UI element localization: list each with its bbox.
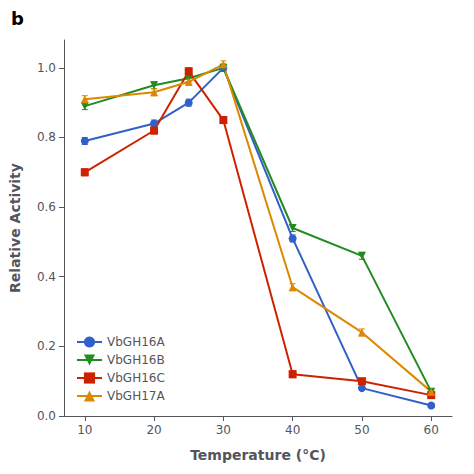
svg-text:10: 10 [77, 423, 92, 437]
svg-text:1.0: 1.0 [37, 61, 56, 75]
svg-text:0.4: 0.4 [37, 270, 56, 284]
svg-text:30: 30 [216, 423, 231, 437]
svg-text:Temperature (°C): Temperature (°C) [190, 447, 326, 463]
svg-text:20: 20 [146, 423, 161, 437]
svg-text:VbGH16A: VbGH16A [107, 335, 165, 349]
svg-text:40: 40 [285, 423, 300, 437]
svg-text:60: 60 [424, 423, 439, 437]
svg-text:Relative Activity: Relative Activity [7, 163, 23, 293]
svg-text:VbGH16C: VbGH16C [107, 371, 165, 385]
svg-text:b: b [11, 8, 24, 29]
svg-text:VbGH16B: VbGH16B [107, 353, 165, 367]
svg-text:0.6: 0.6 [37, 200, 56, 214]
svg-text:0.0: 0.0 [37, 409, 56, 423]
svg-text:0.2: 0.2 [37, 339, 56, 353]
svg-text:0.8: 0.8 [37, 130, 56, 144]
svg-text:50: 50 [354, 423, 369, 437]
svg-text:VbGH17A: VbGH17A [107, 389, 165, 403]
